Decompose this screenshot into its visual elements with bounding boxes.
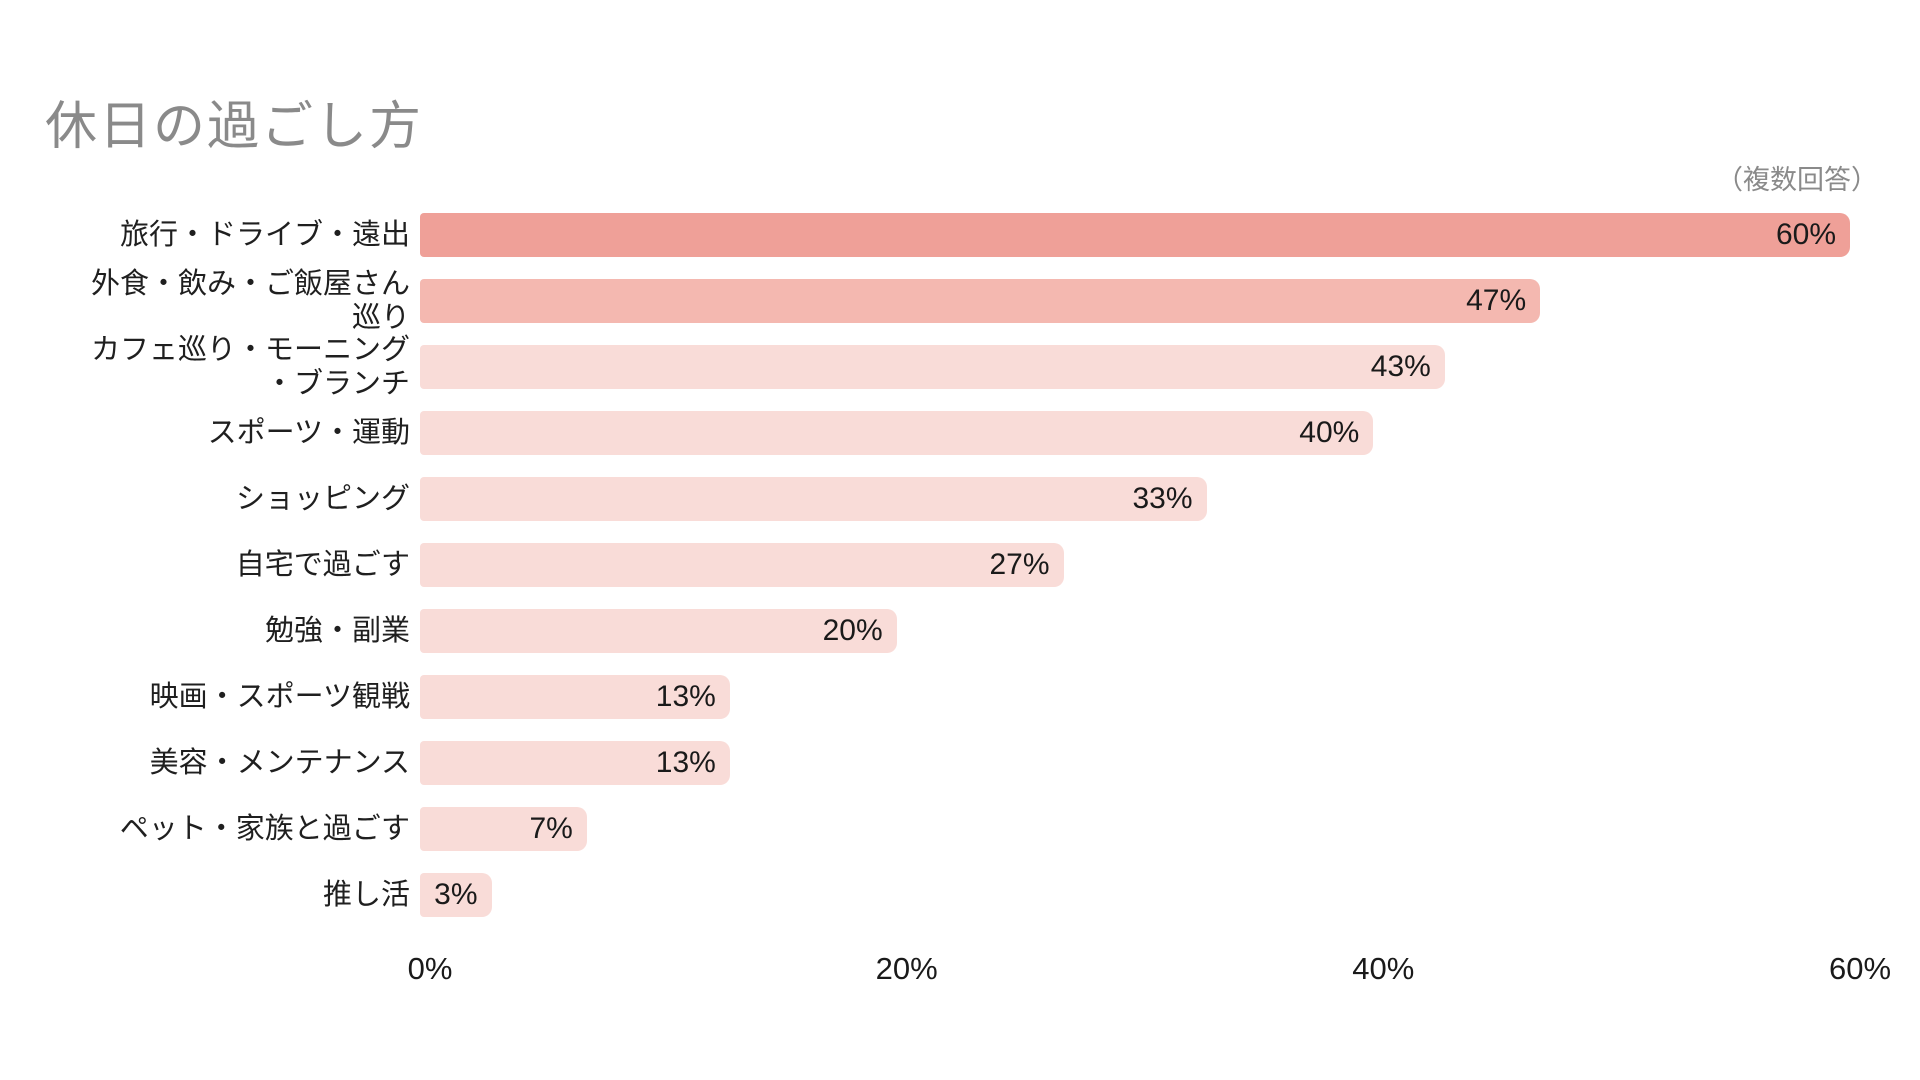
bar: 3%	[420, 873, 492, 917]
bar: 7%	[420, 807, 587, 851]
category-label: 映画・スポーツ観戦	[149, 680, 410, 713]
bar-track: 3%	[420, 873, 1850, 917]
x-axis-tick-label: 20%	[875, 951, 938, 986]
bar-value-label: 13%	[655, 746, 716, 779]
bar-row: カフェ巡り・モーニング ・ブランチ 43%	[0, 334, 1880, 400]
multiple-answers-note: （複数回答）	[1716, 165, 1878, 195]
category-label: カフェ巡り・モーニング ・ブランチ	[90, 333, 410, 400]
bar: 43%	[420, 345, 1445, 389]
bar-row: 旅行・ドライブ・遠出 60%	[0, 213, 1880, 257]
bar-track: 47%	[420, 279, 1850, 323]
bar-plot-area: 旅行・ドライブ・遠出 60% 外食・飲み・ご飯屋さん 巡り 47% カフェ巡り・モーニン…	[0, 213, 1891, 991]
bar-row: スポーツ・運動 40%	[0, 411, 1880, 455]
bar-value-label: 3%	[434, 878, 478, 911]
bar-row: 美容・メンテナンス 13%	[0, 741, 1880, 785]
bar-row: 外食・飲み・ご飯屋さん 巡り 47%	[0, 268, 1880, 334]
bar-value-label: 40%	[1299, 416, 1360, 449]
bar-value-label: 13%	[655, 680, 716, 713]
bar-track: 7%	[420, 807, 1850, 851]
bar-track: 13%	[420, 675, 1850, 719]
category-label: 勉強・副業	[264, 614, 410, 647]
bar-value-label: 43%	[1370, 350, 1431, 383]
bar-value-label: 20%	[822, 614, 883, 647]
bar-row: 推し活 3%	[0, 873, 1880, 917]
bar-row: ペット・家族と過ごす 7%	[0, 807, 1880, 851]
bar: 20%	[420, 609, 897, 653]
bar-value-label: 27%	[989, 548, 1050, 581]
bar-track: 20%	[420, 609, 1850, 653]
bar-value-label: 47%	[1466, 284, 1527, 317]
bar-track: 43%	[420, 345, 1850, 389]
bar-track: 33%	[420, 477, 1850, 521]
bar: 27%	[420, 543, 1064, 587]
bar-row: 自宅で過ごす 27%	[0, 543, 1880, 587]
bar-row: ショッピング 33%	[0, 477, 1880, 521]
bar-row: 勉強・副業 20%	[0, 609, 1880, 653]
bar-track: 27%	[420, 543, 1850, 587]
bar-track: 40%	[420, 411, 1850, 455]
category-label: 美容・メンテナンス	[149, 746, 410, 779]
category-label: 旅行・ドライブ・遠出	[119, 218, 410, 251]
bar: 13%	[420, 675, 730, 719]
x-axis-tick-label: 60%	[1828, 951, 1892, 986]
category-label: 自宅で過ごす	[235, 548, 410, 581]
x-axis-tick-label: 40%	[1352, 951, 1415, 986]
x-axis: 0% 20% 40% 60%	[408, 951, 1891, 991]
bar: 47%	[420, 279, 1541, 323]
category-label: ペット・家族と過ごす	[119, 812, 410, 845]
bar: 40%	[420, 411, 1374, 455]
category-label: ショッピング	[235, 482, 410, 515]
chart-title: 休日の過ごし方	[45, 98, 424, 156]
bar: 60%	[420, 213, 1850, 257]
bar-track: 60%	[420, 213, 1850, 257]
category-label: スポーツ・運動	[207, 416, 410, 449]
bar-value-label: 60%	[1775, 218, 1836, 251]
bar-value-label: 33%	[1132, 482, 1193, 515]
bar-track: 13%	[420, 741, 1850, 785]
bar-row: 映画・スポーツ観戦 13%	[0, 675, 1880, 719]
bar: 33%	[420, 477, 1207, 521]
bar-value-label: 7%	[529, 812, 573, 845]
category-label: 外食・飲み・ご飯屋さん 巡り	[90, 267, 410, 334]
bar: 13%	[420, 741, 730, 785]
x-axis-tick-label: 0%	[407, 951, 453, 986]
category-label: 推し活	[322, 878, 410, 911]
